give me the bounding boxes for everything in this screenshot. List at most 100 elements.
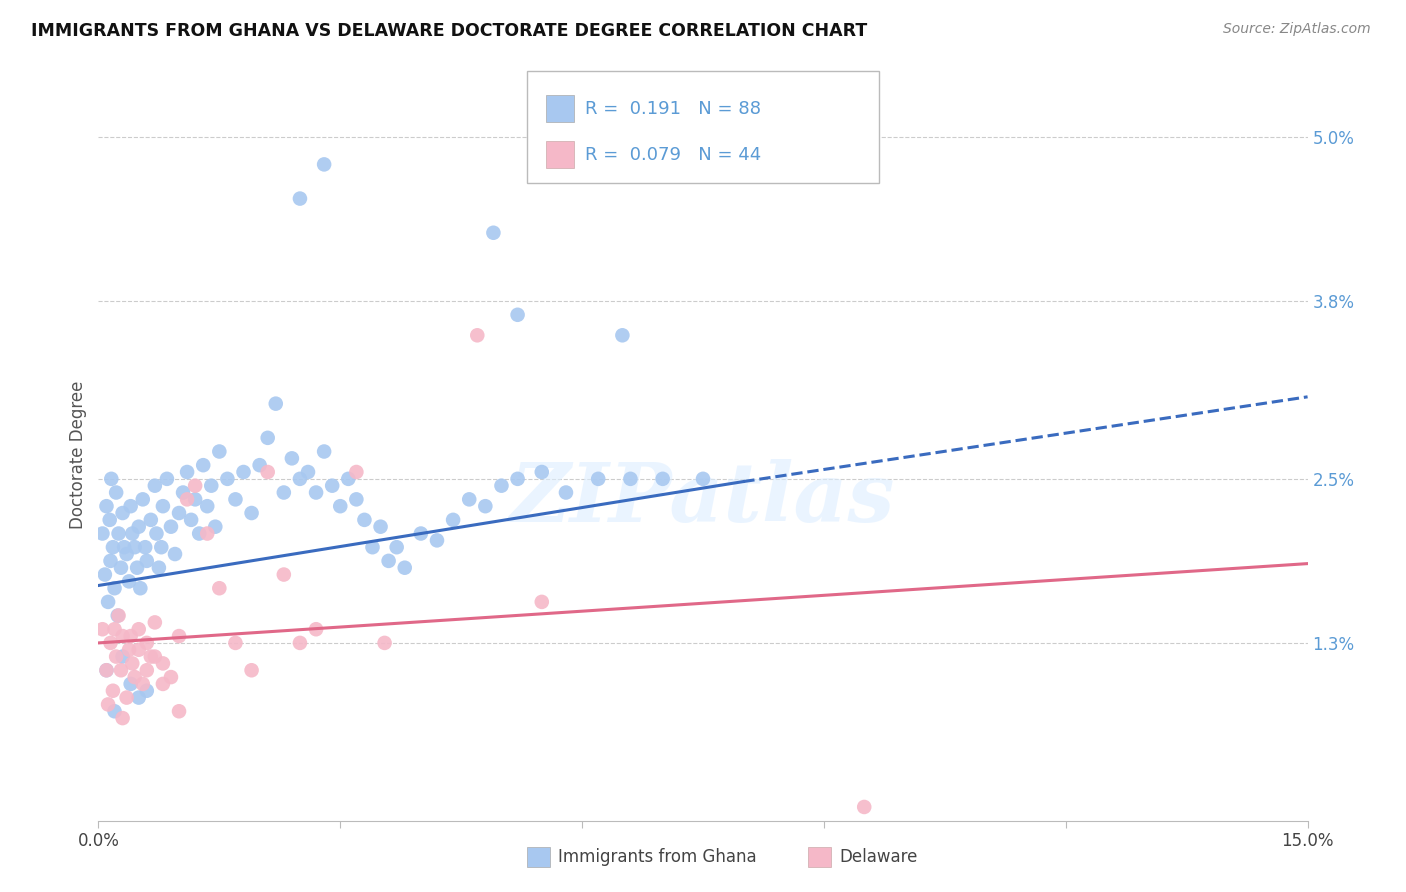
Point	[256, 431, 278, 445]
Point	[264, 397, 287, 411]
Point	[101, 683, 124, 698]
Point	[124, 540, 146, 554]
Point	[273, 567, 295, 582]
Point	[115, 547, 138, 561]
Point	[249, 458, 271, 472]
Point	[156, 472, 179, 486]
Point	[612, 328, 634, 343]
Point	[100, 554, 122, 568]
Point	[184, 492, 207, 507]
Point	[314, 444, 336, 458]
Point	[148, 560, 170, 574]
Point	[370, 519, 392, 533]
Point	[120, 499, 142, 513]
Point	[129, 581, 152, 595]
Point	[121, 526, 143, 541]
Point	[188, 526, 211, 541]
Point	[374, 636, 396, 650]
Point	[224, 636, 246, 650]
Point	[152, 657, 174, 671]
Point	[195, 526, 218, 541]
Point	[132, 492, 155, 507]
Point	[105, 649, 128, 664]
Point	[314, 157, 336, 171]
Point	[111, 506, 134, 520]
Point	[163, 547, 186, 561]
Text: Delaware: Delaware	[839, 848, 918, 866]
Point	[111, 711, 134, 725]
Point	[127, 560, 149, 574]
Point	[128, 642, 150, 657]
Point	[132, 677, 155, 691]
Point	[121, 657, 143, 671]
Point	[208, 444, 231, 458]
Point	[217, 472, 239, 486]
Point	[530, 595, 553, 609]
Point	[176, 465, 198, 479]
Point	[344, 492, 367, 507]
Point	[128, 622, 150, 636]
Point	[118, 574, 141, 589]
Point	[98, 513, 121, 527]
Point	[107, 608, 129, 623]
Point	[491, 478, 513, 492]
Point	[135, 636, 157, 650]
Text: R =  0.191   N = 88: R = 0.191 N = 88	[585, 100, 761, 118]
Point	[193, 458, 215, 472]
Point	[273, 485, 295, 500]
Point	[105, 485, 128, 500]
Point	[152, 677, 174, 691]
Point	[143, 478, 166, 492]
Point	[167, 506, 190, 520]
Point	[139, 649, 162, 664]
Point	[118, 642, 141, 657]
Point	[651, 472, 673, 486]
Text: R =  0.079   N = 44: R = 0.079 N = 44	[585, 145, 761, 164]
Point	[103, 704, 125, 718]
Point	[506, 308, 529, 322]
Point	[112, 540, 135, 554]
Point	[145, 526, 167, 541]
Point	[111, 629, 134, 643]
Point	[409, 526, 432, 541]
Point	[100, 636, 122, 650]
Point	[297, 465, 319, 479]
Point	[97, 698, 120, 712]
Point	[143, 615, 166, 630]
Point	[853, 800, 876, 814]
Point	[180, 513, 202, 527]
Point	[111, 649, 134, 664]
Point	[305, 485, 328, 500]
Point	[172, 485, 194, 500]
Point	[96, 663, 118, 677]
Point	[482, 226, 505, 240]
Point	[288, 472, 311, 486]
Point	[120, 677, 142, 691]
Point	[195, 499, 218, 513]
Point	[530, 465, 553, 479]
Point	[288, 636, 311, 650]
Point	[139, 513, 162, 527]
Point	[115, 690, 138, 705]
Point	[150, 540, 173, 554]
Text: Source: ZipAtlas.com: Source: ZipAtlas.com	[1223, 22, 1371, 37]
Point	[152, 499, 174, 513]
Point	[619, 472, 641, 486]
Point	[321, 478, 343, 492]
Point	[135, 663, 157, 677]
Point	[555, 485, 578, 500]
Point	[337, 472, 360, 486]
Point	[143, 649, 166, 664]
Text: Immigrants from Ghana: Immigrants from Ghana	[558, 848, 756, 866]
Point	[128, 690, 150, 705]
Point	[103, 581, 125, 595]
Point	[204, 519, 226, 533]
Point	[385, 540, 408, 554]
Point	[160, 670, 183, 684]
Point	[288, 192, 311, 206]
Point	[458, 492, 481, 507]
Point	[176, 492, 198, 507]
Point	[160, 519, 183, 533]
Point	[107, 526, 129, 541]
Point	[465, 328, 488, 343]
